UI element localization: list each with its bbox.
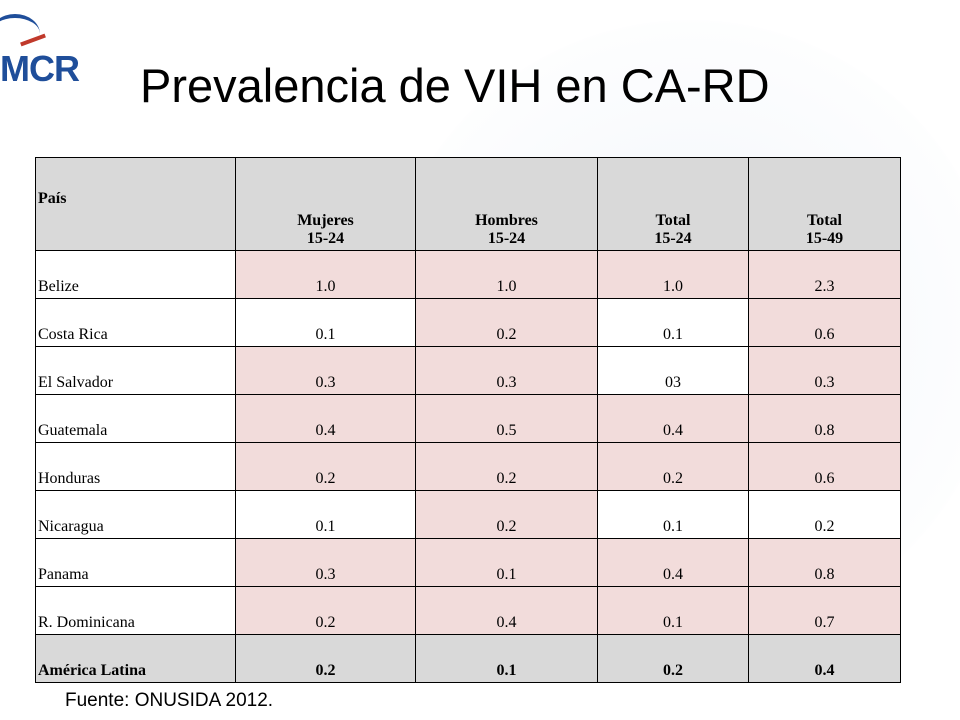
header-line: 15-24	[306, 230, 345, 247]
header-line: País	[38, 190, 67, 207]
value-cell: 2.3	[748, 250, 901, 299]
header-line: Total	[807, 212, 842, 229]
value-cell: 0.2	[235, 586, 416, 635]
table-row: Nicaragua 0.1 0.2 0.1 0.2	[35, 490, 901, 539]
value-cell: 0.1	[415, 538, 598, 587]
value-cell: 0.6	[748, 298, 901, 347]
country-cell: América Latina	[35, 634, 236, 683]
header-cell: Hombres 15-24	[415, 157, 598, 251]
value-cell: 0.2	[235, 634, 416, 683]
table-row: Belize 1.0 1.0 1.0 2.3	[35, 250, 901, 299]
prevalence-table: País Mujeres 15-24 Hombres 15-24 Total 15-24 To…	[35, 157, 901, 683]
table-row: R. Dominicana 0.2 0.4 0.1 0.7	[35, 586, 901, 635]
table-row: El Salvador 0.3 0.3 03 0.3	[35, 346, 901, 395]
slide-title: Prevalencia de VIH en CA-RD	[140, 59, 770, 112]
header-line: 15-24	[654, 230, 692, 247]
total-row: América Latina 0.2 0.1 0.2 0.4	[35, 634, 901, 683]
value-cell: 0.7	[748, 586, 901, 635]
header-cell: País	[35, 157, 236, 251]
value-cell: 0.2	[415, 490, 598, 539]
value-cell: 0.3	[748, 346, 901, 395]
value-cell: 0.4	[597, 394, 749, 443]
table-row: Honduras 0.2 0.2 0.2 0.6	[35, 442, 901, 491]
value-cell: 0.1	[597, 298, 749, 347]
table-row: Guatemala 0.4 0.5 0.4 0.8	[35, 394, 901, 443]
value-cell: 1.0	[235, 250, 416, 299]
value-cell: 0.8	[748, 394, 901, 443]
value-cell: 0.2	[415, 298, 598, 347]
value-cell: 0.1	[597, 586, 749, 635]
country-cell: Costa Rica	[35, 298, 236, 347]
value-cell: 1.0	[597, 250, 749, 299]
value-cell: 0.4	[235, 394, 416, 443]
value-cell: 0.4	[748, 634, 901, 683]
value-cell: 0.2	[415, 442, 598, 491]
value-cell: 0.1	[235, 490, 416, 539]
value-cell: 0.8	[748, 538, 901, 587]
header-line: Hombres	[475, 212, 538, 229]
header-row: País Mujeres 15-24 Hombres 15-24 Total 15-24 To…	[35, 157, 901, 251]
country-cell: Honduras	[35, 442, 236, 491]
table-row: Panama 0.3 0.1 0.4 0.8	[35, 538, 901, 587]
source-note: Fuente: ONUSIDA 2012.	[65, 690, 274, 711]
value-cell: 0.2	[597, 442, 749, 491]
header-cell: Total 15-49	[748, 157, 901, 251]
value-cell: 0.5	[415, 394, 598, 443]
country-cell: Panama	[35, 538, 236, 587]
value-cell: 0.2	[235, 442, 416, 491]
header-line: Total	[655, 212, 691, 229]
value-cell: 0.6	[748, 442, 901, 491]
table-row: Costa Rica 0.1 0.2 0.1 0.6	[35, 298, 901, 347]
value-cell: 0.3	[235, 538, 416, 587]
country-cell: El Salvador	[35, 346, 236, 395]
logo: MCR	[0, 48, 80, 89]
header-line: Mujeres	[297, 212, 354, 229]
value-cell: 0.4	[597, 538, 749, 587]
header-line: 15-49	[805, 230, 844, 247]
value-cell: 0.1	[235, 298, 416, 347]
value-cell: 0.3	[235, 346, 416, 395]
value-cell: 03	[597, 346, 749, 395]
header-cell: Mujeres 15-24	[235, 157, 416, 251]
value-cell: 0.3	[415, 346, 598, 395]
country-cell: Nicaragua	[35, 490, 236, 539]
value-cell: 0.2	[597, 634, 749, 683]
value-cell: 0.2	[748, 490, 901, 539]
value-cell: 0.4	[415, 586, 598, 635]
country-cell: R. Dominicana	[35, 586, 236, 635]
header-line: 15-24	[487, 230, 526, 247]
country-cell: Guatemala	[35, 394, 236, 443]
logo-arc	[0, 14, 40, 54]
value-cell: 0.1	[597, 490, 749, 539]
country-cell: Belize	[35, 250, 236, 299]
header-cell: Total 15-24	[597, 157, 749, 251]
value-cell: 1.0	[415, 250, 598, 299]
value-cell: 0.1	[415, 634, 598, 683]
